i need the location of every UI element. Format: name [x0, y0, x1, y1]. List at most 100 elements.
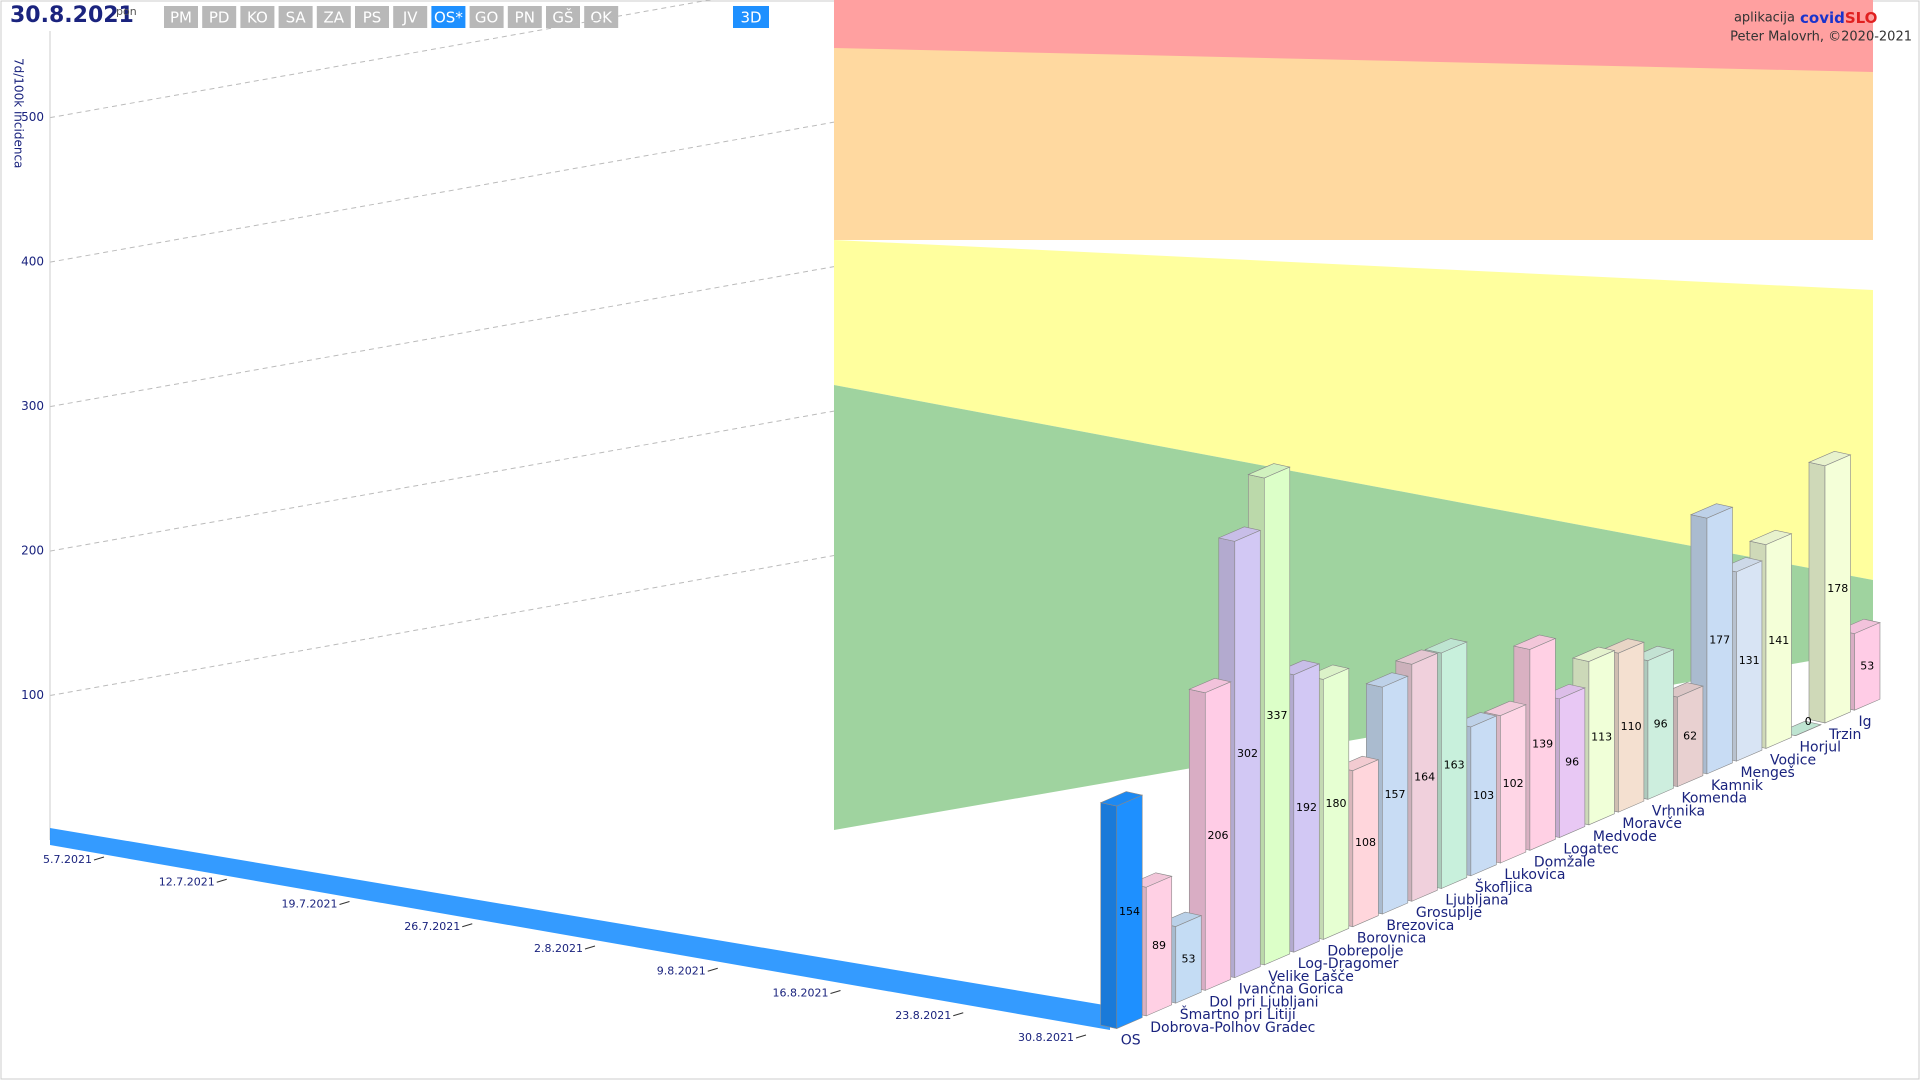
- value-label: 110: [1621, 720, 1642, 733]
- grid-line: [49, 121, 835, 263]
- region-button[interactable]: [278, 6, 313, 28]
- region-button[interactable]: [584, 6, 619, 28]
- bar-front: [1765, 533, 1792, 749]
- value-label: 180: [1326, 797, 1347, 810]
- category-label: Horjul: [1799, 740, 1841, 756]
- category-label: Škofljica: [1475, 878, 1533, 896]
- date: 30.8.2021: [10, 3, 134, 28]
- date-tick: [953, 1012, 964, 1017]
- region-button[interactable]: [164, 6, 198, 28]
- bar-front: [1559, 687, 1586, 839]
- value-label: 302: [1237, 747, 1258, 760]
- region-button[interactable]: [469, 6, 504, 28]
- date-tick: [462, 923, 473, 928]
- region-label: GO: [475, 9, 498, 27]
- y-tick-label: 400: [21, 255, 44, 269]
- region-button[interactable]: [240, 6, 275, 28]
- category-label: Borovnica: [1357, 931, 1427, 947]
- region-button[interactable]: [431, 6, 466, 28]
- value-label: 96: [1565, 756, 1579, 769]
- region-button[interactable]: [316, 6, 351, 28]
- y-axis-label: 7d/100k incidenca: [12, 58, 26, 168]
- value-label: 96: [1654, 718, 1668, 731]
- view-label: 3D: [740, 9, 761, 27]
- bar-front: [1263, 466, 1291, 966]
- date-tick: [93, 856, 105, 861]
- band-yellow: [834, 240, 1873, 580]
- region-button[interactable]: [507, 6, 542, 28]
- category-label: Brezovica: [1386, 918, 1454, 934]
- value-label: 108: [1355, 836, 1376, 849]
- category-label: Vrhnika: [1652, 803, 1705, 819]
- bar: [1099, 791, 1144, 1030]
- bar-front: [1204, 681, 1232, 991]
- date-label: 16.8.2021: [773, 987, 829, 1000]
- bar-side: [1100, 802, 1118, 1029]
- category-label: Vodice: [1770, 752, 1816, 768]
- grid-line: [49, 266, 835, 408]
- category-label: Velike Lašče: [1268, 969, 1354, 985]
- y-tick-label: 300: [21, 399, 44, 413]
- region-button[interactable]: [546, 6, 580, 28]
- region-label: PN: [515, 9, 535, 27]
- date-label: 9.8.2021: [657, 964, 706, 977]
- bar-front: [1116, 794, 1143, 1030]
- category-label: Dobrepolje: [1327, 943, 1403, 959]
- app-name-b: SLO: [1845, 9, 1878, 27]
- value-label: 139: [1532, 737, 1553, 750]
- grid-line: [49, 0, 712, 119]
- bar-front: [1470, 715, 1497, 877]
- bar-front: [1529, 638, 1556, 851]
- value-label: 103: [1473, 789, 1494, 802]
- category-label: Mengeš: [1740, 765, 1794, 781]
- bar-front: [1736, 560, 1763, 762]
- value-label: 89: [1152, 939, 1166, 952]
- date-label: 12.7.2021: [159, 875, 215, 888]
- date-label: 19.7.2021: [282, 898, 338, 911]
- category-label: Lukovica: [1504, 867, 1565, 883]
- value-label: 337: [1267, 709, 1288, 722]
- value-label: 164: [1414, 770, 1435, 783]
- category-label: Dol pri Ljubljani: [1209, 994, 1318, 1010]
- value-label: 62: [1683, 729, 1697, 742]
- bar-front: [1293, 663, 1320, 953]
- band-orange: [834, 48, 1873, 240]
- bar-front: [1175, 915, 1202, 1004]
- bar-front: [1382, 675, 1409, 915]
- view-button[interactable]: [733, 6, 769, 28]
- grid-line: [49, 410, 835, 552]
- value-label: 53: [1860, 659, 1874, 672]
- author: Peter Malovrh, ©2020-2021: [1730, 30, 1912, 45]
- bar-front: [1618, 641, 1645, 813]
- grid-line: [49, 555, 835, 697]
- region-label: PS: [363, 9, 382, 27]
- bar-front: [1352, 759, 1379, 928]
- category-label: Log-Dragomer: [1298, 956, 1399, 972]
- os-base: [50, 828, 1110, 1030]
- region-button[interactable]: [393, 6, 428, 28]
- value-label: 131: [1739, 654, 1760, 667]
- date-label: 23.8.2021: [895, 1009, 951, 1022]
- region-button[interactable]: [355, 6, 389, 28]
- category-label: Komenda: [1681, 791, 1747, 807]
- header: 30.8.2021 pon 3D aplikacija covidSLO Pet…: [10, 3, 1912, 45]
- y-tick-label: 200: [21, 544, 44, 558]
- region-label: KO: [247, 9, 268, 27]
- category-label: Ivančna Gorica: [1239, 982, 1344, 998]
- bar-front: [1323, 667, 1350, 940]
- bar-front: [1441, 641, 1468, 889]
- value-label: 53: [1181, 952, 1195, 965]
- date-label: 2.8.2021: [534, 942, 583, 955]
- value-label: 113: [1591, 731, 1612, 744]
- category-label: Domžale: [1534, 854, 1595, 870]
- region-button[interactable]: [202, 6, 237, 28]
- app-prefix: aplikacija: [1734, 11, 1795, 26]
- category-label: Medvode: [1593, 829, 1657, 845]
- date-label: 30.8.2021: [1018, 1031, 1074, 1044]
- y-tick-label: 100: [21, 688, 44, 702]
- region-label: PD: [209, 9, 230, 27]
- bar-front: [1706, 506, 1733, 775]
- value-label: 102: [1503, 777, 1524, 790]
- bar-front: [1411, 652, 1438, 902]
- category-label: Trzin: [1828, 727, 1861, 743]
